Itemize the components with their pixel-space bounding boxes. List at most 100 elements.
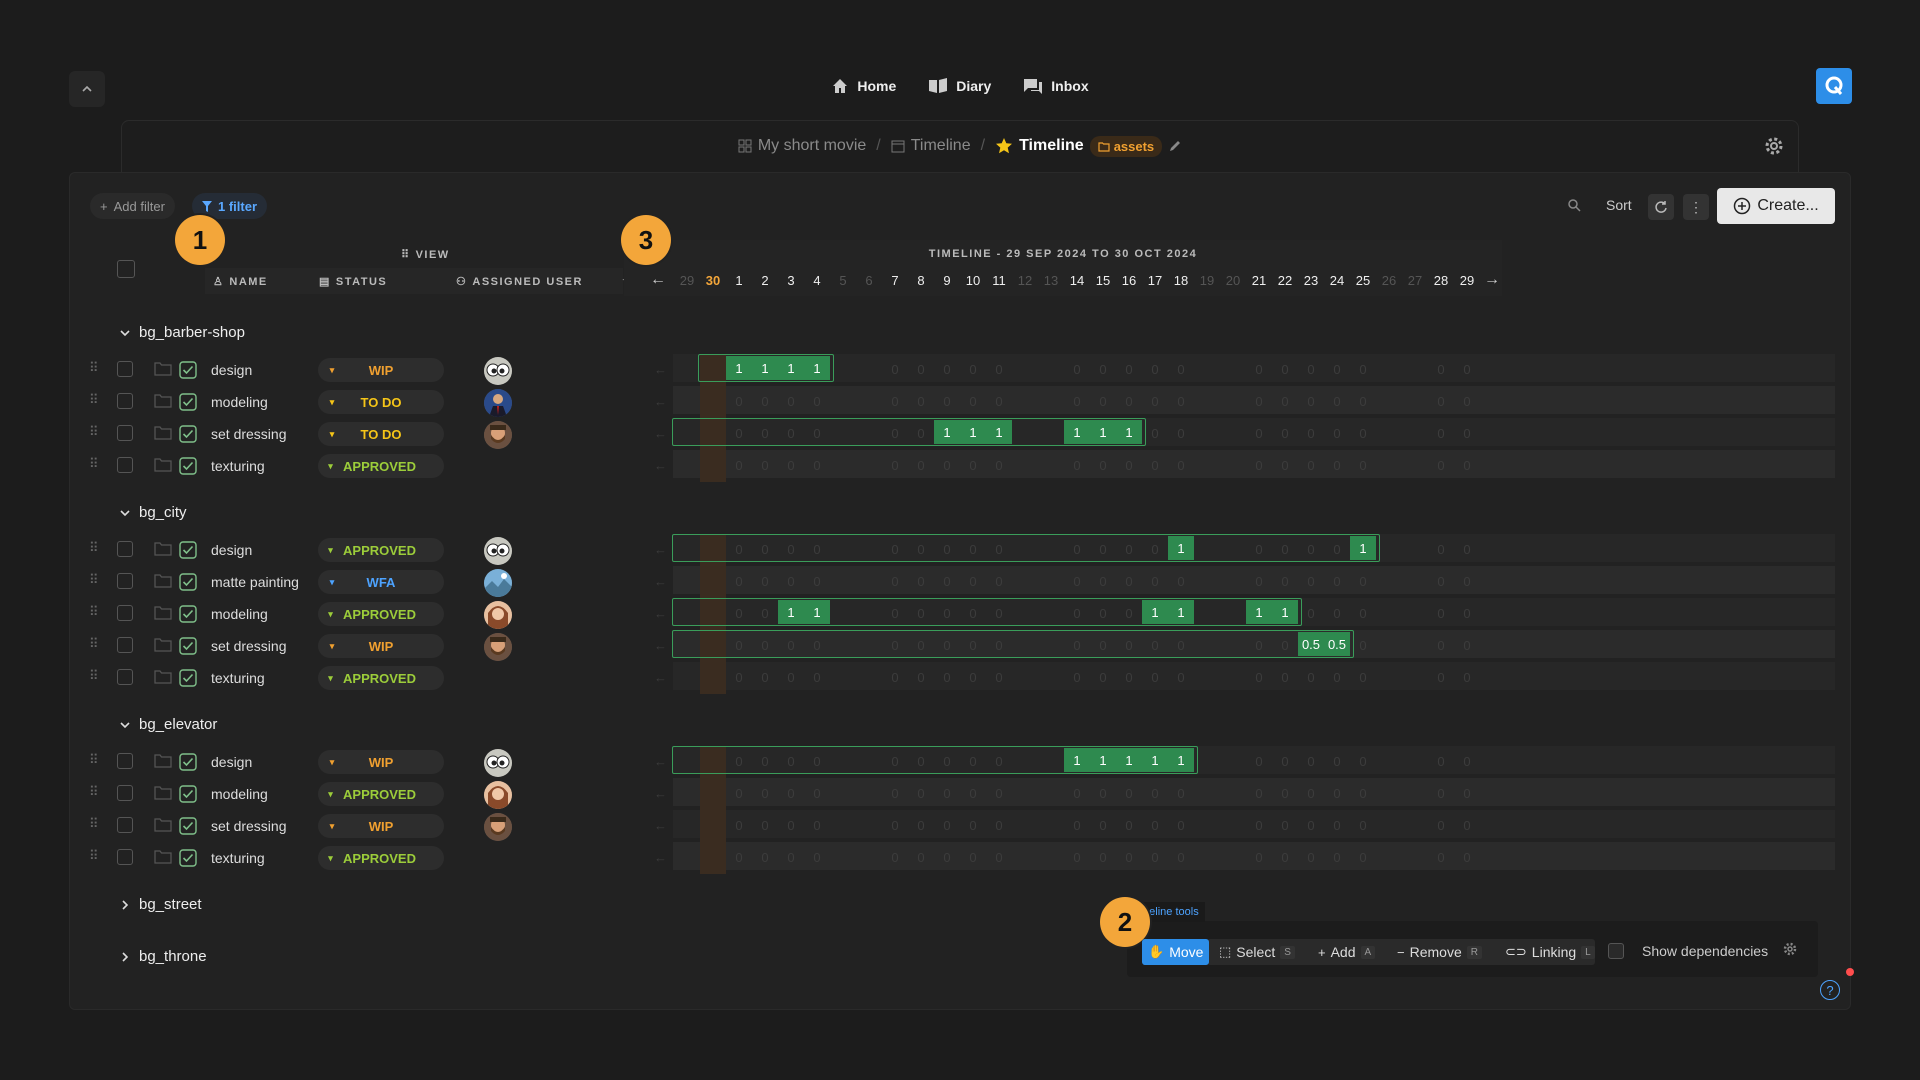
workload-cell[interactable]: 1 — [726, 356, 752, 380]
folder-icon[interactable] — [154, 669, 172, 689]
help-icon[interactable]: ? — [1820, 980, 1840, 1000]
workload-cell[interactable]: 1 — [778, 600, 804, 624]
pencil-icon[interactable] — [1168, 139, 1182, 153]
timeline-day[interactable]: 15 — [1095, 273, 1111, 288]
row-checkbox[interactable] — [117, 753, 133, 769]
row-drag-handle-icon[interactable]: ⠿ — [89, 572, 99, 587]
chevron-down-icon[interactable] — [119, 507, 131, 519]
workload-cell[interactable]: 1 — [804, 356, 830, 380]
timeline-day[interactable]: 2 — [761, 273, 769, 288]
timeline-day[interactable]: 20 — [1225, 273, 1241, 288]
row-drag-handle-icon[interactable]: ⠿ — [89, 604, 99, 619]
group-bg_street[interactable]: bg_street — [119, 896, 202, 913]
nav-diary[interactable]: Diary — [928, 77, 991, 95]
workload-cell[interactable]: 1 — [1064, 420, 1090, 444]
avatar[interactable] — [484, 633, 512, 661]
timeline-day[interactable]: 29 — [1459, 273, 1475, 288]
star-icon[interactable] — [995, 137, 1013, 155]
status-badge[interactable]: ▾ WIP — [318, 358, 444, 382]
folder-icon[interactable] — [154, 849, 172, 869]
workload-cell[interactable]: 1 — [1168, 600, 1194, 624]
timeline-day[interactable]: 18 — [1173, 273, 1189, 288]
nav-home[interactable]: Home — [831, 77, 896, 95]
timeline-day[interactable]: 16 — [1121, 273, 1137, 288]
timeline-day[interactable]: 14 — [1069, 273, 1085, 288]
workload-cell[interactable]: 1 — [960, 420, 986, 444]
workload-cell[interactable]: 1 — [1142, 748, 1168, 772]
row-drag-handle-icon[interactable]: ⠿ — [89, 816, 99, 831]
task-name[interactable]: set dressing — [211, 426, 287, 442]
avatar[interactable] — [484, 357, 512, 385]
timeline-day[interactable]: 27 — [1407, 273, 1423, 288]
select-all-checkbox[interactable] — [117, 260, 135, 278]
timeline-day[interactable]: 21 — [1251, 273, 1267, 288]
folder-icon[interactable] — [154, 361, 172, 381]
workload-cell[interactable]: 1 — [1168, 748, 1194, 772]
task-timeline-bar[interactable] — [672, 534, 1380, 562]
timeline-day[interactable]: 12 — [1017, 273, 1033, 288]
crumb-project[interactable]: My short movie — [738, 137, 866, 155]
folder-icon[interactable] — [154, 457, 172, 477]
status-badge[interactable]: ▾ WIP — [318, 750, 444, 774]
avatar[interactable] — [484, 421, 512, 449]
timeline-day[interactable]: 5 — [839, 273, 847, 288]
status-badge[interactable]: ▾ APPROVED — [318, 846, 444, 870]
task-name[interactable]: design — [211, 362, 253, 378]
chevron-down-icon[interactable] — [119, 719, 131, 731]
status-badge[interactable]: ▾ WIP — [318, 634, 444, 658]
row-checkbox[interactable] — [117, 817, 133, 833]
folder-icon[interactable] — [154, 393, 172, 413]
row-drag-handle-icon[interactable]: ⠿ — [89, 784, 99, 799]
task-done-checkbox-icon[interactable] — [179, 393, 197, 416]
task-timeline-bar[interactable] — [698, 354, 834, 382]
row-drag-handle-icon[interactable]: ⠿ — [89, 456, 99, 471]
status-badge[interactable]: ▾ APPROVED — [318, 602, 444, 626]
row-checkbox[interactable] — [117, 637, 133, 653]
avatar[interactable] — [484, 601, 512, 629]
timeline-day[interactable]: 24 — [1329, 273, 1345, 288]
task-timeline-bar[interactable] — [672, 630, 1354, 658]
timeline-day[interactable]: 13 — [1043, 273, 1059, 288]
avatar[interactable] — [484, 537, 512, 565]
avatar[interactable] — [484, 749, 512, 777]
folder-icon[interactable] — [154, 573, 172, 593]
folder-icon[interactable] — [154, 541, 172, 561]
row-checkbox[interactable] — [117, 457, 133, 473]
task-name[interactable]: design — [211, 754, 253, 770]
row-drag-handle-icon[interactable]: ⠿ — [89, 636, 99, 651]
status-badge[interactable]: ▾ APPROVED — [318, 538, 444, 562]
status-badge[interactable]: ▾ TO DO — [318, 390, 444, 414]
timeline-day[interactable]: 19 — [1199, 273, 1215, 288]
task-done-checkbox-icon[interactable] — [179, 669, 197, 692]
timeline-day[interactable]: 30 — [705, 273, 721, 288]
workload-cell[interactable]: 1 — [986, 420, 1012, 444]
row-checkbox[interactable] — [117, 573, 133, 589]
row-drag-handle-icon[interactable]: ⠿ — [89, 540, 99, 555]
task-name[interactable]: matte painting — [211, 574, 299, 590]
timeline-day[interactable]: 11 — [992, 273, 1006, 288]
task-done-checkbox-icon[interactable] — [179, 457, 197, 480]
timeline-next-arrow-icon[interactable]: → — [1484, 271, 1500, 288]
workload-cell[interactable]: 1 — [1064, 748, 1090, 772]
task-done-checkbox-icon[interactable] — [179, 817, 197, 840]
workload-cell[interactable]: 1 — [1272, 600, 1298, 624]
settings-gear-icon[interactable] — [1763, 135, 1785, 162]
workload-cell[interactable]: 1 — [1142, 600, 1168, 624]
timeline-day[interactable]: 9 — [943, 273, 951, 288]
assigned-column-header[interactable]: ⚇ ASSIGNED USER — [456, 275, 583, 289]
status-badge[interactable]: ▾ APPROVED — [318, 782, 444, 806]
active-filter-button[interactable]: 1 filter — [192, 193, 268, 219]
folder-icon[interactable] — [154, 785, 172, 805]
timeline-prev-arrow-icon[interactable]: ← — [650, 271, 666, 288]
task-name[interactable]: modeling — [211, 394, 268, 410]
workload-cell[interactable]: 0.5 — [1298, 632, 1324, 656]
task-done-checkbox-icon[interactable] — [179, 573, 197, 596]
sort-button[interactable]: Sort — [1606, 197, 1632, 213]
task-name[interactable]: texturing — [211, 458, 265, 474]
task-name[interactable]: texturing — [211, 670, 265, 686]
workload-cell[interactable]: 1 — [1168, 536, 1194, 560]
timeline-day[interactable]: 3 — [787, 273, 795, 288]
timeline-day[interactable]: 28 — [1433, 273, 1449, 288]
row-drag-handle-icon[interactable]: ⠿ — [89, 668, 99, 683]
row-checkbox[interactable] — [117, 849, 133, 865]
